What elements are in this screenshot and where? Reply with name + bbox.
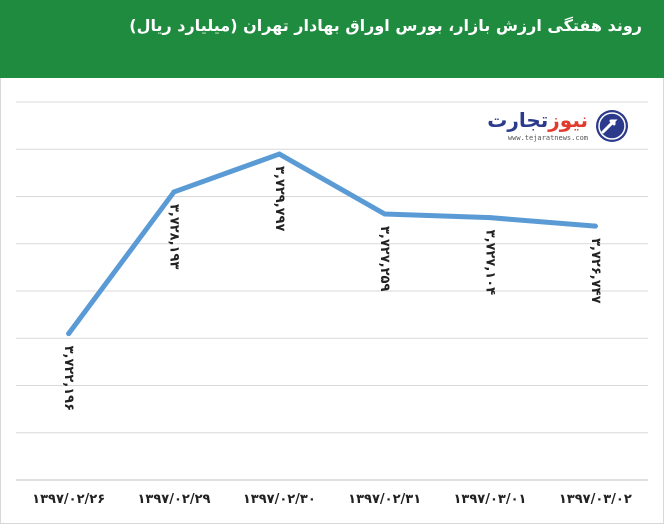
x-tick-label: ۱۳۹۷/۰۳/۰۱ <box>454 492 527 507</box>
data-point <box>276 151 282 157</box>
series-line <box>66 151 598 337</box>
data-point <box>171 189 177 195</box>
gridlines <box>16 101 648 481</box>
data-label: ۳,۷۲۸,۱۹۳ <box>167 204 182 269</box>
x-tick-label: ۱۳۹۷/۰۲/۲۹ <box>138 492 211 507</box>
data-point <box>66 331 72 337</box>
x-tick-labels: ۱۳۹۷/۰۲/۲۶ ۱۳۹۷/۰۲/۲۹ ۱۳۹۷/۰۲/۳۰ ۱۳۹۷/۰۲/۳۱… <box>32 492 632 507</box>
x-tick-label: ۱۳۹۷/۰۲/۳۱ <box>348 492 421 507</box>
chart-title: روند هفتگی ارزش بازار، بورس اوراق بهادار… <box>129 16 642 35</box>
data-label: ۳,۷۲۷,۱۰۴ <box>483 230 498 295</box>
x-tick-label: ۱۳۹۷/۰۲/۳۰ <box>243 492 316 507</box>
data-label: ۳,۷۲۹,۷۹۷ <box>272 166 287 231</box>
logo-wordmark-part2: نیوز <box>548 108 588 132</box>
data-label: ۳,۷۲۶,۷۴۷ <box>588 238 603 303</box>
logo-wordmark-part1: تجارت <box>487 108 549 132</box>
chart-header: روند هفتگی ارزش بازار، بورس اوراق بهادار… <box>0 0 664 78</box>
data-labels: ۳,۷۲۲,۱۹۶ ۳,۷۲۸,۱۹۳ ۳,۷۲۹,۷۹۷ ۳,۷۲۷,۲۵۹ ۳,۷۲… <box>61 166 603 411</box>
data-point <box>592 223 598 229</box>
x-tick-label: ۱۳۹۷/۰۳/۰۲ <box>559 492 632 507</box>
data-label: ۳,۷۲۷,۲۵۹ <box>377 226 392 291</box>
data-point <box>382 211 388 217</box>
logo-wordmark: نیوزتجارت <box>487 108 588 132</box>
globe-arrow-icon <box>596 110 628 142</box>
x-tick-label: ۱۳۹۷/۰۲/۲۶ <box>32 492 105 507</box>
data-point <box>487 215 493 221</box>
logo-url: www.tejaratnews.com <box>507 134 588 142</box>
data-label: ۳,۷۲۲,۱۹۶ <box>61 346 76 411</box>
data-points <box>66 151 598 337</box>
tejarat-news-logo: نیوزتجارت www.tejaratnews.com <box>487 108 628 152</box>
